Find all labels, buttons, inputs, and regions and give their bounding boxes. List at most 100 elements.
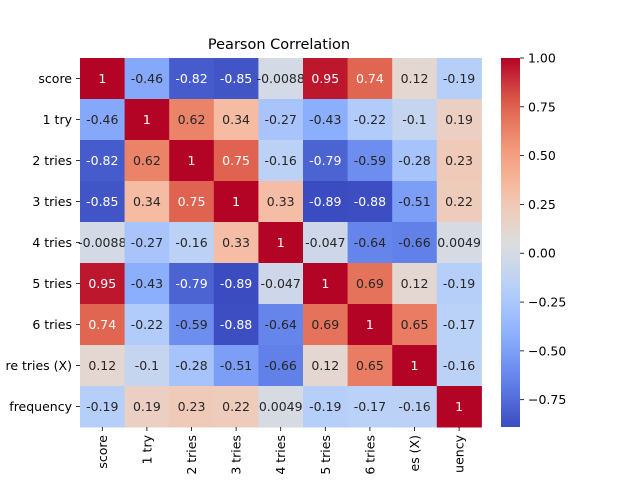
heatmap-cell bbox=[213, 222, 259, 264]
heatmap-cell bbox=[392, 181, 438, 223]
col-tick-label: uency bbox=[452, 434, 467, 472]
heatmap-cell bbox=[392, 58, 438, 100]
heatmap-cell bbox=[80, 304, 126, 346]
cell-value-label: -0.43 bbox=[309, 112, 341, 127]
cell-value-label: -0.51 bbox=[398, 194, 430, 209]
cell-value-label: -0.46 bbox=[86, 112, 118, 127]
row-tick-label: score bbox=[38, 71, 72, 86]
heatmap-cell bbox=[169, 181, 215, 223]
heatmap-cell bbox=[303, 58, 349, 100]
row-tick-label: 5 tries bbox=[32, 276, 72, 291]
heatmap-cell bbox=[436, 263, 482, 305]
cell-value-label: 1 bbox=[277, 235, 285, 250]
cell-value-label: 0.33 bbox=[222, 235, 250, 250]
colorbar: −0.75 −0.50 −0.25 0.00 0.25 0.50 0.75 1.00 bbox=[501, 51, 566, 427]
heatmap-cell bbox=[124, 386, 170, 428]
heatmap-cell bbox=[392, 304, 438, 346]
colorbar-ticks: −0.75 −0.50 −0.25 0.00 0.25 0.50 0.75 1.00 bbox=[520, 51, 566, 407]
heatmap-cell bbox=[80, 99, 126, 141]
cell-value-label: -0.46 bbox=[131, 71, 163, 86]
cell-value-label: 0.23 bbox=[178, 399, 206, 414]
cell-value-label: 0.75 bbox=[178, 194, 206, 209]
heatmap-cell bbox=[124, 304, 170, 346]
heatmap-cell bbox=[258, 181, 304, 223]
row-tick-label: 4 tries bbox=[32, 235, 72, 250]
cell-value-label: 0.12 bbox=[88, 358, 116, 373]
cell-value-label: 1 bbox=[411, 358, 419, 373]
heatmap-cell bbox=[258, 140, 304, 182]
cell-value-label: -0.85 bbox=[220, 71, 252, 86]
heatmap-cell bbox=[303, 222, 349, 264]
heatmap-cell bbox=[303, 263, 349, 305]
cell-value-label: -0.17 bbox=[354, 399, 386, 414]
heatmap-cell bbox=[436, 386, 482, 428]
heatmap-cell bbox=[436, 140, 482, 182]
col-tick-label: 5 tries bbox=[318, 435, 333, 475]
heatmap-cell bbox=[80, 345, 126, 387]
heatmap-cell bbox=[213, 386, 259, 428]
col-tick-labels: score 1 try 2 tries 3 tries 4 tries 5 tries 6 … bbox=[95, 427, 467, 475]
cell-value-label: 1 bbox=[232, 194, 240, 209]
heatmap-cell bbox=[258, 99, 304, 141]
heatmap-cell bbox=[213, 263, 259, 305]
heatmap-cell bbox=[392, 386, 438, 428]
row-tick-label: 2 tries bbox=[32, 153, 72, 168]
cell-value-label: 1 bbox=[188, 153, 196, 168]
heatmap-cell bbox=[347, 304, 393, 346]
heatmap-cell bbox=[213, 304, 259, 346]
cell-value-label: -0.27 bbox=[265, 112, 297, 127]
heatmap-cell bbox=[303, 304, 349, 346]
colorbar-tick-label: 1.00 bbox=[528, 51, 556, 66]
col-tick-label: 6 tries bbox=[362, 435, 377, 475]
heatmap-cell bbox=[436, 181, 482, 223]
heatmap-cell bbox=[80, 386, 126, 428]
heatmap-cell bbox=[392, 222, 438, 264]
colorbar-tick-label: 0.50 bbox=[528, 148, 556, 163]
cell-value-label: -0.16 bbox=[443, 358, 475, 373]
cell-value-label: -0.047 bbox=[305, 235, 345, 250]
heatmap-cell bbox=[169, 58, 215, 100]
cell-value-label: -0.43 bbox=[131, 276, 163, 291]
heatmap-cell bbox=[347, 140, 393, 182]
heatmap-cell bbox=[169, 222, 215, 264]
heatmap-cell bbox=[213, 345, 259, 387]
cell-value-label: -0.64 bbox=[265, 317, 297, 332]
cell-value-label: 0.65 bbox=[401, 317, 429, 332]
col-tick-label: 1 try bbox=[139, 434, 154, 464]
heatmap-cell bbox=[258, 222, 304, 264]
heatmap-cell bbox=[124, 181, 170, 223]
cell-value-label: 1 bbox=[366, 317, 374, 332]
cell-value-label: -0.27 bbox=[131, 235, 163, 250]
heatmap-cell bbox=[169, 99, 215, 141]
colorbar-tick-label: 0.75 bbox=[528, 99, 556, 114]
cell-value-label: 0.62 bbox=[133, 153, 161, 168]
cell-value-label: 0.0049 bbox=[437, 235, 481, 250]
heatmap-cell bbox=[392, 99, 438, 141]
cell-value-label: -0.0088 bbox=[78, 235, 126, 250]
heatmap-cell bbox=[124, 58, 170, 100]
heatmap-cell bbox=[124, 99, 170, 141]
cell-value-label: 0.34 bbox=[222, 112, 250, 127]
heatmap-cells: 1 -0.46 -0.82 -0.85 -0.0088 0.95 0.74 0.12 -0.19… bbox=[78, 58, 482, 428]
cell-value-label: 1 bbox=[143, 112, 151, 127]
heatmap-cell bbox=[258, 304, 304, 346]
col-tick-label: 3 tries bbox=[229, 435, 244, 475]
colorbar-gradient bbox=[501, 58, 520, 427]
heatmap-cell bbox=[436, 58, 482, 100]
heatmap-cell bbox=[169, 140, 215, 182]
cell-value-label: -0.1 bbox=[402, 112, 426, 127]
heatmap-cell bbox=[347, 99, 393, 141]
heatmap-cell bbox=[169, 386, 215, 428]
cell-value-label: 0.34 bbox=[133, 194, 161, 209]
heatmap-cell bbox=[258, 386, 304, 428]
cell-value-label: -0.28 bbox=[398, 153, 430, 168]
cell-value-label: -0.16 bbox=[175, 235, 207, 250]
cell-value-label: -0.89 bbox=[309, 194, 341, 209]
heatmap-cell bbox=[124, 222, 170, 264]
heatmap-cell bbox=[169, 345, 215, 387]
cell-value-label: -0.59 bbox=[175, 317, 207, 332]
heatmap-cell bbox=[124, 140, 170, 182]
heatmap-cell bbox=[213, 140, 259, 182]
heatmap-cell bbox=[80, 263, 126, 305]
cell-value-label: 0.0049 bbox=[259, 399, 303, 414]
